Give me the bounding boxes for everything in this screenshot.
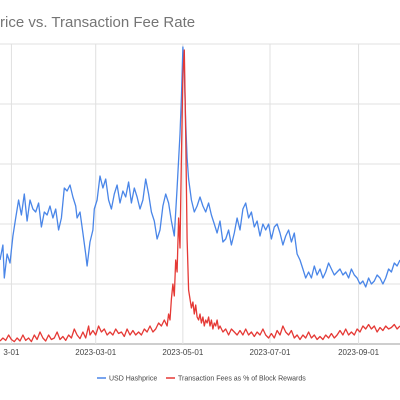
grid-lines: [0, 43, 400, 345]
series-line-hashprice: [0, 46, 400, 288]
x-tick-label: 2023-03-01: [75, 348, 116, 357]
chart-title: rice vs. Transaction Fee Rate: [0, 14, 196, 31]
series-line-fees: [0, 49, 400, 343]
x-tick-label: 3-01: [3, 348, 20, 357]
x-tick-label: 2023-05-01: [162, 348, 203, 357]
x-axis: 3-01 2023-03-01 2023-05-01 2023-07-01 2023-0…: [3, 348, 379, 357]
legend-label-fees: Transaction Fees as % of Block Rewards: [178, 376, 306, 383]
x-tick-label: 2023-07-01: [250, 348, 291, 357]
legend-label-hashprice: USD Hashprice: [109, 376, 157, 383]
series-lines: [0, 46, 400, 343]
x-tick-label: 2023-09-01: [338, 348, 379, 357]
legend: USD Hashprice Transaction Fees as % of B…: [97, 376, 306, 383]
